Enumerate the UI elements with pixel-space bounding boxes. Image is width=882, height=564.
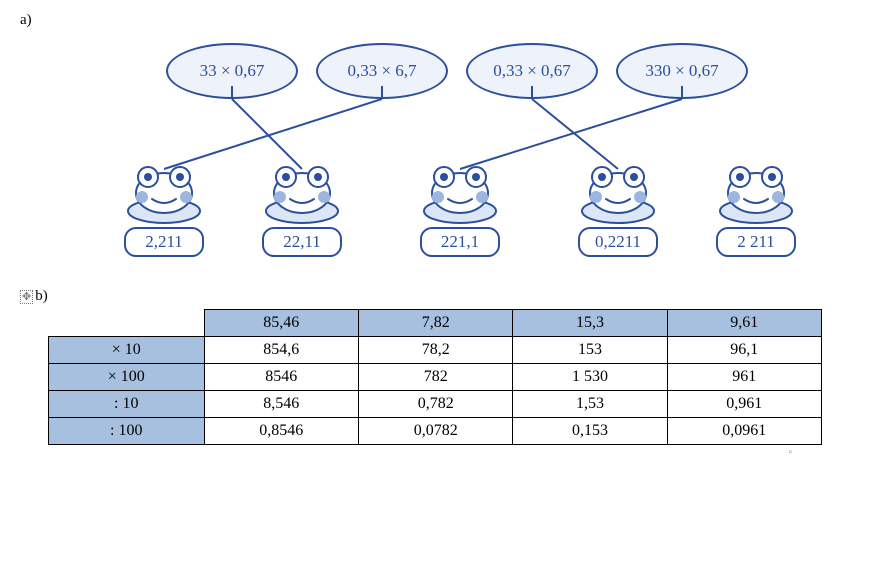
row-label: × 10 [49, 337, 205, 364]
cell: 1,53 [513, 391, 667, 418]
frog-icon [120, 163, 208, 225]
answer-value: 2,211 [124, 227, 204, 257]
cell: 0,961 [667, 391, 821, 418]
col-header: 15,3 [513, 310, 667, 337]
row-label: × 100 [49, 364, 205, 391]
bottom-marker: ▫ [20, 447, 792, 458]
frog-icon [574, 163, 662, 225]
frog-answer: 22,11 [252, 163, 352, 257]
expression-leaf: 0,33 × 6,7 [316, 43, 448, 99]
table-header-row: 85,46 7,82 15,3 9,61 [49, 310, 822, 337]
cell: 782 [358, 364, 512, 391]
answer-value: 22,11 [262, 227, 342, 257]
cell: 8546 [204, 364, 358, 391]
answer-value: 0,2211 [578, 227, 658, 257]
part-b-row: ✥b) [20, 288, 822, 305]
frog-answer: 0,2211 [568, 163, 668, 257]
cell: 0,0782 [358, 418, 512, 445]
cell: 153 [513, 337, 667, 364]
move-handle-icon: ✥ [20, 290, 33, 304]
col-header: 9,61 [667, 310, 821, 337]
table-row: × 100 8546 782 1 530 961 [49, 364, 822, 391]
expression-leaf: 33 × 0,67 [166, 43, 298, 99]
answer-value: 2 211 [716, 227, 796, 257]
col-header: 7,82 [358, 310, 512, 337]
expression-leaf: 0,33 × 0,67 [466, 43, 598, 99]
cell: 854,6 [204, 337, 358, 364]
cell: 0,0961 [667, 418, 821, 445]
cell: 1 530 [513, 364, 667, 391]
table: 85,46 7,82 15,3 9,61 × 10 854,6 78,2 153… [48, 309, 822, 445]
frog-answer: 2 211 [706, 163, 806, 257]
frog-answer: 221,1 [410, 163, 510, 257]
expression-leaf: 330 × 0,67 [616, 43, 748, 99]
multiplication-table: 85,46 7,82 15,3 9,61 × 10 854,6 78,2 153… [48, 309, 822, 445]
cell: 78,2 [358, 337, 512, 364]
answer-value: 221,1 [420, 227, 500, 257]
col-header: 85,46 [204, 310, 358, 337]
cell: 96,1 [667, 337, 821, 364]
table-row: : 10 8,546 0,782 1,53 0,961 [49, 391, 822, 418]
frog-answer: 2,211 [114, 163, 214, 257]
part-b-label: b) [35, 288, 48, 304]
frog-icon [712, 163, 800, 225]
part-a-label: a) [20, 12, 822, 29]
table-row: × 10 854,6 78,2 153 96,1 [49, 337, 822, 364]
cell: 0,8546 [204, 418, 358, 445]
blank-corner [49, 310, 205, 337]
cell: 0,782 [358, 391, 512, 418]
frog-icon [416, 163, 504, 225]
frog-icon [258, 163, 346, 225]
row-label: : 10 [49, 391, 205, 418]
matching-diagram: 33 × 0,67 0,33 × 6,7 0,33 × 0,67 330 × 0,67… [100, 33, 820, 288]
cell: 8,546 [204, 391, 358, 418]
table-row: : 100 0,8546 0,0782 0,153 0,0961 [49, 418, 822, 445]
cell: 961 [667, 364, 821, 391]
cell: 0,153 [513, 418, 667, 445]
row-label: : 100 [49, 418, 205, 445]
